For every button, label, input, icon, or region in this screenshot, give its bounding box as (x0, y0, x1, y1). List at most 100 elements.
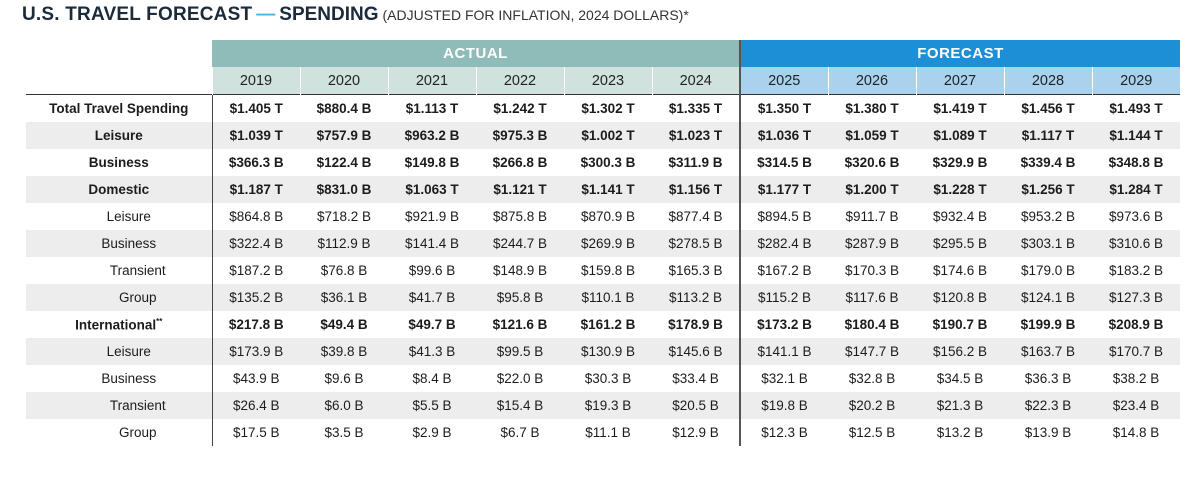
value-cell: $963.2 B (388, 122, 476, 149)
value-cell: $953.2 B (1020, 209, 1076, 224)
row-label-text: Business (88, 155, 149, 170)
value-cell: $30.3 B (584, 371, 632, 386)
spending-table: ACTUAL FORECAST 2019 2020 2021 2022 2023 2024… (26, 40, 1180, 446)
table-body: Total Travel Spending $1.405 T $880.4 B $1.… (26, 94, 1180, 446)
years-spacer (26, 67, 212, 95)
row-label-text: Business (101, 371, 157, 386)
value-cell: $14.8 B (1112, 425, 1160, 440)
value-cell: $167.2 B (739, 257, 828, 284)
value-cell: $165.3 B (668, 263, 723, 278)
value-cell: $6.0 B (300, 392, 388, 419)
value-cell: $170.3 B (844, 263, 900, 278)
value-cell: $1.419 T (916, 94, 1004, 122)
value-cell: $174.6 B (932, 263, 988, 278)
value-cell: $911.7 B (845, 209, 899, 224)
value-cell: $161.2 B (580, 317, 636, 332)
value-cell: $110.1 B (564, 284, 652, 311)
value-cell: $921.9 B (404, 209, 460, 224)
table-row: Leisure $1.039 T $757.9 B $963.2 B $975.3 B $… (26, 122, 1180, 149)
value-cell: $1.156 T (652, 176, 740, 203)
title-dash: — (256, 4, 276, 25)
title-note: (ADJUSTED FOR INFLATION, 2024 DOLLARS)* (382, 7, 689, 23)
value-cell: $22.0 B (496, 371, 544, 386)
value-cell: $877.4 B (668, 209, 723, 224)
value-cell: $12.3 B (739, 419, 828, 446)
value-cell: $3.5 B (324, 425, 364, 440)
value-cell: $1.200 T (828, 176, 916, 203)
value-cell: $329.9 B (932, 155, 988, 170)
value-cell: $121.6 B (492, 317, 548, 332)
value-cell: $173.9 B (211, 338, 300, 365)
value-cell: $156.2 B (916, 338, 1004, 365)
value-cell: $41.7 B (388, 284, 476, 311)
value-cell: $1.350 T (739, 94, 828, 122)
row-label-text: Transient (109, 398, 166, 413)
value-cell: $124.1 B (1004, 284, 1092, 311)
value-cell: $314.5 B (739, 149, 828, 176)
row-label-text: Leisure (94, 128, 143, 143)
value-cell: $15.4 B (476, 392, 564, 419)
value-cell: $8.4 B (412, 371, 452, 386)
row-label: Group (26, 284, 212, 311)
value-cell: $718.2 B (316, 209, 372, 224)
value-cell: $894.5 B (739, 203, 828, 230)
value-cell: $1.228 T (916, 176, 1004, 203)
footnote-mark: ** (156, 316, 163, 326)
value-cell: $864.8 B (211, 203, 300, 230)
value-cell: $26.4 B (211, 392, 300, 419)
table-row: Domestic $1.187 T $831.0 B $1.063 T $1.121 T… (26, 176, 1180, 203)
value-cell: $127.3 B (1092, 284, 1180, 311)
value-cell: $141.4 B (388, 230, 476, 257)
value-cell: $1.059 T (828, 122, 916, 149)
table-row: Total Travel Spending $1.405 T $880.4 B $1.… (26, 94, 1180, 122)
value-cell: $1.089 T (916, 122, 1004, 149)
value-cell: $1.023 T (652, 122, 740, 149)
value-cell: $49.7 B (408, 317, 456, 332)
value-cell: $148.9 B (492, 263, 548, 278)
value-cell: $22.3 B (1004, 392, 1092, 419)
value-cell: $5.5 B (388, 392, 476, 419)
value-cell: $9.6 B (324, 371, 364, 386)
year-header: 2025 (739, 67, 828, 95)
value-cell: $11.1 B (585, 425, 631, 440)
row-label-text: Total Travel Spending (49, 101, 189, 116)
row-label-text: Domestic (88, 182, 150, 197)
value-cell: $20.5 B (652, 392, 740, 419)
value-cell: $1.141 T (564, 176, 652, 203)
row-label: Leisure (26, 338, 212, 365)
value-cell: $311.9 B (668, 155, 723, 170)
band-spacer (26, 40, 212, 67)
row-label-text: Leisure (106, 209, 151, 224)
value-cell: $23.4 B (1092, 392, 1180, 419)
value-cell: $149.8 B (404, 155, 460, 170)
table-row: Group $17.5 B $3.5 B $2.9 B $6.7 B $11.1 B $12… (26, 419, 1180, 446)
value-cell: $99.6 B (408, 263, 456, 278)
value-cell: $266.8 B (492, 155, 548, 170)
year-header: 2026 (827, 67, 916, 95)
value-cell: $244.7 B (476, 230, 564, 257)
value-cell: $117.6 B (828, 284, 916, 311)
value-cell: $187.2 B (211, 257, 300, 284)
value-cell: $34.5 B (936, 371, 984, 386)
value-cell: $757.9 B (300, 122, 388, 149)
value-cell: $217.8 B (211, 311, 300, 338)
row-label: Group (26, 419, 212, 446)
band-actual: ACTUAL (212, 40, 740, 67)
value-cell: $170.7 B (1092, 338, 1180, 365)
value-cell: $6.7 B (500, 425, 540, 440)
value-cell: $178.9 B (668, 317, 723, 332)
value-cell: $278.5 B (652, 230, 740, 257)
year-header: 2024 (651, 67, 740, 95)
years-row: 2019 2020 2021 2022 2023 2024 2025 2026 2027 2028… (26, 67, 1180, 95)
value-cell: $95.8 B (476, 284, 564, 311)
year-header: 2020 (299, 67, 388, 95)
value-cell: $36.1 B (300, 284, 388, 311)
value-cell: $1.117 T (1004, 122, 1092, 149)
year-header: 2029 (1091, 67, 1180, 95)
value-cell: $33.4 B (672, 371, 719, 386)
value-cell: $1.039 T (211, 122, 300, 149)
row-label-text: Leisure (106, 344, 151, 359)
value-cell: $870.9 B (580, 209, 636, 224)
table-row: Transient $26.4 B $6.0 B $5.5 B $15.4 B $19.3… (26, 392, 1180, 419)
value-cell: $12.9 B (672, 425, 719, 440)
